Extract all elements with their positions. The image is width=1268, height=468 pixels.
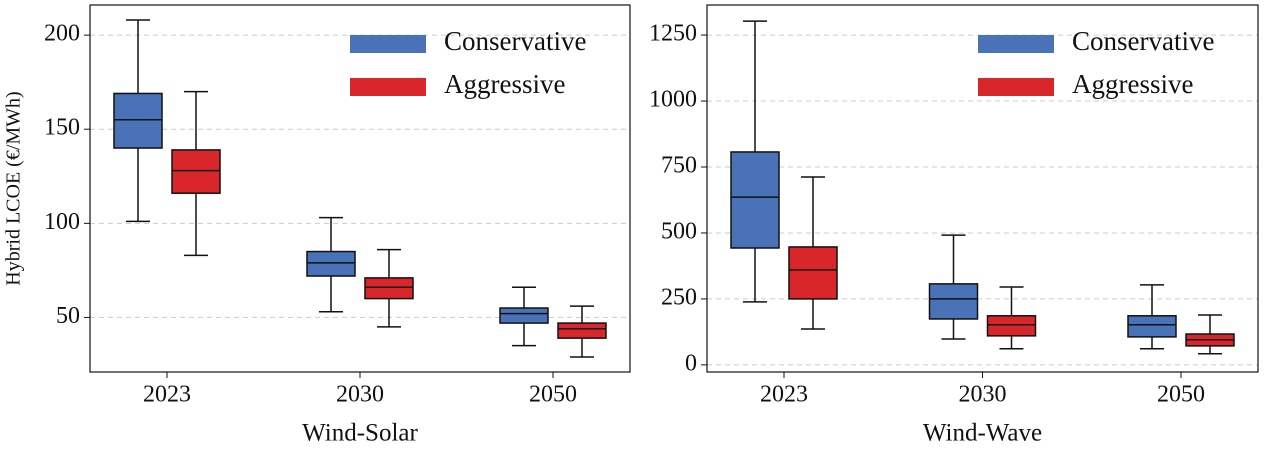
y-tick-label: 200 (44, 21, 80, 47)
x-axis-label: Wind-Wave (923, 420, 1042, 447)
legend-swatch (350, 35, 426, 53)
legend-swatch (350, 78, 426, 96)
legend-swatch (978, 35, 1054, 53)
x-tick-label: 2030 (336, 382, 384, 408)
legend-label: Conservative (444, 26, 586, 56)
y-tick-label: 150 (44, 115, 80, 141)
y-tick-label: 1250 (649, 21, 697, 47)
plot-frame (89, 4, 631, 373)
y-axis-label: Hybrid LCOE (€/MWh) (3, 91, 25, 285)
y-tick-label: 750 (661, 152, 697, 178)
y-tick-label: 50 (56, 303, 80, 329)
box (306, 250, 356, 277)
x-tick-label: 2050 (1157, 382, 1205, 408)
legend-swatch (978, 78, 1054, 96)
plot-frame (706, 4, 1259, 373)
box (171, 149, 221, 194)
x-tick-label: 2030 (959, 382, 1007, 408)
box (928, 283, 979, 320)
box (557, 322, 607, 339)
legend-label: Conservative (1072, 26, 1214, 56)
y-tick-label: 100 (44, 209, 80, 235)
box (986, 315, 1037, 337)
box (730, 151, 780, 249)
box (1127, 315, 1177, 338)
x-tick-label: 2023 (760, 382, 808, 408)
y-tick-label: 500 (661, 218, 697, 244)
legend-label: Aggressive (1072, 69, 1193, 99)
y-tick-label: 0 (685, 350, 697, 376)
y-tick-label: 1000 (649, 87, 697, 113)
box (364, 277, 414, 300)
box (499, 307, 549, 324)
x-tick-label: 2023 (143, 382, 191, 408)
box (113, 92, 163, 149)
box (788, 246, 838, 300)
legend-label: Aggressive (444, 69, 565, 99)
x-tick-label: 2050 (529, 382, 577, 408)
y-tick-label: 250 (661, 284, 697, 310)
x-axis-label: Wind-Solar (302, 420, 418, 447)
